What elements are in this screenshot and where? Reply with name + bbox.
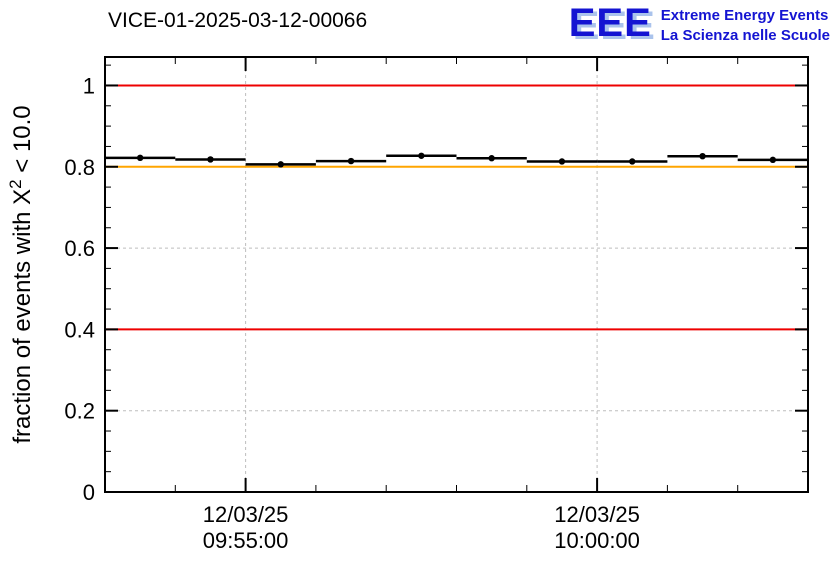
svg-text:12/03/25: 12/03/25 <box>203 502 289 527</box>
y-axis-label: fraction of events with X2 < 10.0 <box>6 105 36 443</box>
eee-logo: EEE Extreme Energy Events La Scienza nel… <box>568 1 830 45</box>
svg-text:1: 1 <box>83 73 95 98</box>
eee-logo-line2: La Scienza nelle Scuole <box>660 26 830 44</box>
eee-logo-text: Extreme Energy Events La Scienza nelle S… <box>661 4 830 45</box>
eee-logo-acronym: EEE <box>568 1 652 45</box>
eee-logo-line1: Extreme Energy Events <box>660 7 829 24</box>
svg-text:10:00:00: 10:00:00 <box>554 528 640 553</box>
reference-lines <box>105 84 808 331</box>
chart-title: VICE-01-2025-03-12-00066 <box>108 9 368 32</box>
svg-text:0: 0 <box>83 480 95 505</box>
axis-tick-labels: 00.20.40.60.8112/03/2509:55:0012/03/2510… <box>64 73 640 553</box>
svg-text:0.4: 0.4 <box>64 317 95 342</box>
data-series <box>105 152 808 168</box>
gridlines <box>105 57 808 492</box>
svg-text:0.8: 0.8 <box>64 155 95 180</box>
svg-text:fraction of events with X2 < 1: fraction of events with X2 < 10.0 <box>6 105 36 443</box>
svg-text:09:55:00: 09:55:00 <box>203 528 289 553</box>
svg-text:0.2: 0.2 <box>64 399 95 424</box>
svg-text:12/03/25: 12/03/25 <box>554 502 640 527</box>
svg-text:0.6: 0.6 <box>64 236 95 261</box>
plot-frame <box>104 56 809 493</box>
axis-ticks <box>104 57 809 493</box>
